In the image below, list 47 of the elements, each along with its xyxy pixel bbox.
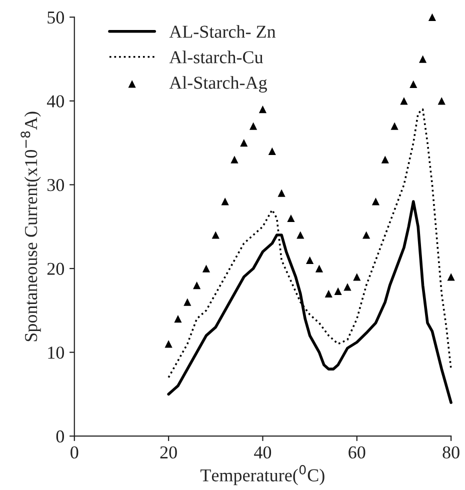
point xyxy=(362,231,370,239)
x-axis-title: Temperature($^{0}$C) xyxy=(200,464,324,486)
y-tick-label: 30 xyxy=(47,178,64,192)
point xyxy=(278,189,286,197)
point xyxy=(447,273,455,281)
point xyxy=(438,97,446,105)
x-tick-label: 80 xyxy=(442,446,460,459)
point xyxy=(230,156,238,164)
point xyxy=(193,281,201,290)
point xyxy=(324,290,332,298)
point xyxy=(212,231,220,239)
point xyxy=(353,273,361,281)
point xyxy=(344,283,352,291)
point xyxy=(174,314,182,323)
x-tick-label: 20 xyxy=(160,446,177,459)
point xyxy=(381,156,389,164)
y-tick-label: 20 xyxy=(47,262,64,275)
point xyxy=(164,340,172,348)
legend-label: Al-Starch-Ag xyxy=(169,76,267,93)
point xyxy=(221,198,229,206)
y-axis-title: Spontaneouse Current(x10$^{−8}$A) xyxy=(20,112,41,342)
point xyxy=(296,231,304,239)
x-tick-label: 0 xyxy=(70,446,78,459)
x-tick-label: 40 xyxy=(254,446,272,459)
point xyxy=(428,13,436,21)
x-tick-label: 60 xyxy=(348,446,366,459)
point xyxy=(258,106,267,114)
point xyxy=(202,264,210,272)
point xyxy=(287,214,295,222)
point xyxy=(315,264,324,272)
point xyxy=(184,298,192,306)
point xyxy=(306,256,314,264)
point xyxy=(250,122,258,130)
point xyxy=(334,287,342,295)
point xyxy=(390,122,398,130)
legend-label: Al-starch-Cu xyxy=(169,50,264,64)
legend-label: AL-Starch- Zn xyxy=(169,25,276,38)
point xyxy=(240,139,248,147)
y-tick-label: 40 xyxy=(46,95,64,108)
point xyxy=(400,97,408,105)
point xyxy=(410,80,418,88)
point xyxy=(372,198,380,206)
y-tick-label: 0 xyxy=(56,430,64,443)
point xyxy=(419,55,427,63)
y-tick-label: 50 xyxy=(48,11,64,24)
y-tick-label: 10 xyxy=(48,346,64,359)
point xyxy=(268,147,276,156)
